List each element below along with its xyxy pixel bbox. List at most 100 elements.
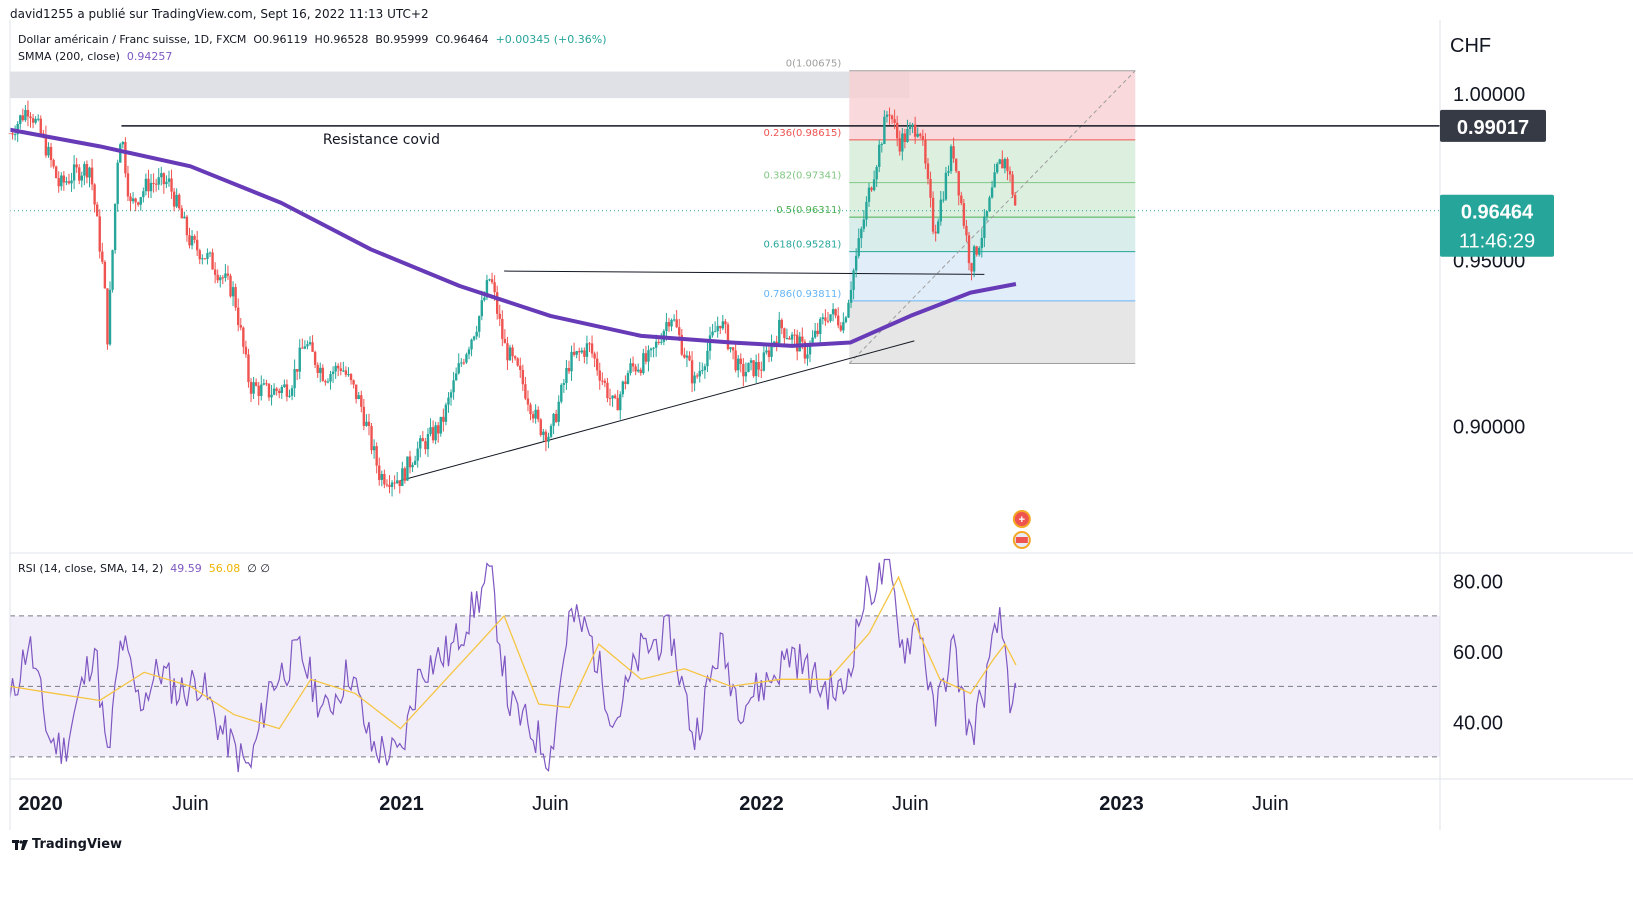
candle-body [585,343,589,357]
candle-body [942,199,945,201]
candle-body [644,353,648,362]
candle-body [557,401,560,422]
candle-body [708,335,712,351]
candle-body [503,338,507,344]
tradingview-logo-icon [12,839,28,850]
candle-body [693,375,696,384]
candle-body [590,343,594,354]
candle-body [252,382,255,394]
candle-body [890,115,894,120]
candle-body [172,191,176,207]
candle-body [542,431,545,435]
rsi-ma-value: 56.08 [208,562,241,575]
candle-body [1013,194,1017,206]
candle-body [283,384,286,388]
candle-body [965,225,968,236]
covid-zone [10,71,910,99]
candle-body [411,464,414,468]
candle-body [106,288,109,345]
candle-body [888,114,891,116]
candle-body [934,231,937,234]
candle-body [60,175,63,187]
candle-body [754,362,758,377]
candle-body [539,419,542,435]
candle-body [513,356,517,359]
candle-body [98,216,101,252]
resistance-tag-text: 0.99017 [1457,117,1529,139]
candle-body [988,197,991,212]
candle-body [847,302,850,318]
price-tick-1: 0.90000 [1453,417,1525,439]
candle-body [278,390,281,394]
candle-body [293,369,296,389]
fib-zone-3 [849,217,1136,252]
fib-zone-1 [849,139,1136,183]
candle-body [631,363,635,367]
candle-body [649,348,653,351]
candle-body [967,235,971,264]
candle-body [895,122,899,139]
candle-body [144,178,148,192]
candle-body [231,287,235,297]
candle-body [311,342,314,352]
candle-body [903,133,907,142]
candle-body [262,383,266,385]
candle-body [993,172,996,188]
candle-body [865,201,868,220]
candle-body [616,397,619,411]
candle-body [552,413,555,426]
candle-body [131,198,135,202]
candle-body [129,196,132,202]
time-tick-5: Juin [892,793,929,815]
candle-body [29,116,32,119]
candle-body [785,337,789,339]
ch-flag-cross-icon: + [1019,514,1025,526]
candle-body [703,366,707,371]
time-tick-2: 2021 [379,793,424,815]
candle-body [652,347,655,349]
candle-body [816,330,819,335]
fib-label-4: 0.618(0.95281) [763,240,841,251]
candle-body [731,347,735,351]
candle-body [916,133,919,137]
candle-body [331,371,335,374]
candle-body [567,367,571,372]
candle-body [467,349,471,355]
candle-body [578,351,581,353]
candle-body [767,350,771,357]
candle-body [672,319,676,321]
candle-body [147,178,150,192]
candle-body [475,331,478,337]
candle-body [772,341,776,344]
candle-body [775,341,778,344]
candle-body [957,171,960,196]
candle-body [698,370,701,377]
candle-body [390,482,394,487]
candle-body [603,380,607,383]
candle-body [31,118,35,123]
candle-body [939,199,942,222]
footer-brand[interactable]: TradingView [12,837,122,852]
price-pane[interactable]: 0(1.00675) 0.236(0.98615) 0.382(0.97341) 0.… [8,59,1440,549]
candle-body [972,246,976,272]
candle-body [49,146,53,160]
candle-body [760,369,763,371]
candle-body [875,166,878,180]
candle-body [954,158,958,172]
candle-body [393,482,396,484]
candle-body [95,204,99,217]
candle-body [498,313,501,319]
candle-body [313,351,317,365]
candle-body [862,219,866,229]
candle-body [362,406,366,426]
candle-body [24,110,27,121]
fib-label-0: 0(1.00675) [786,59,842,70]
footer-brand-label: TradingView [32,837,123,852]
candle-body [624,381,627,384]
candle-body [275,388,278,391]
candle-body [308,342,312,345]
open-label: O [253,33,263,46]
candle-body [831,309,835,315]
rsi-pane[interactable] [9,558,1440,773]
